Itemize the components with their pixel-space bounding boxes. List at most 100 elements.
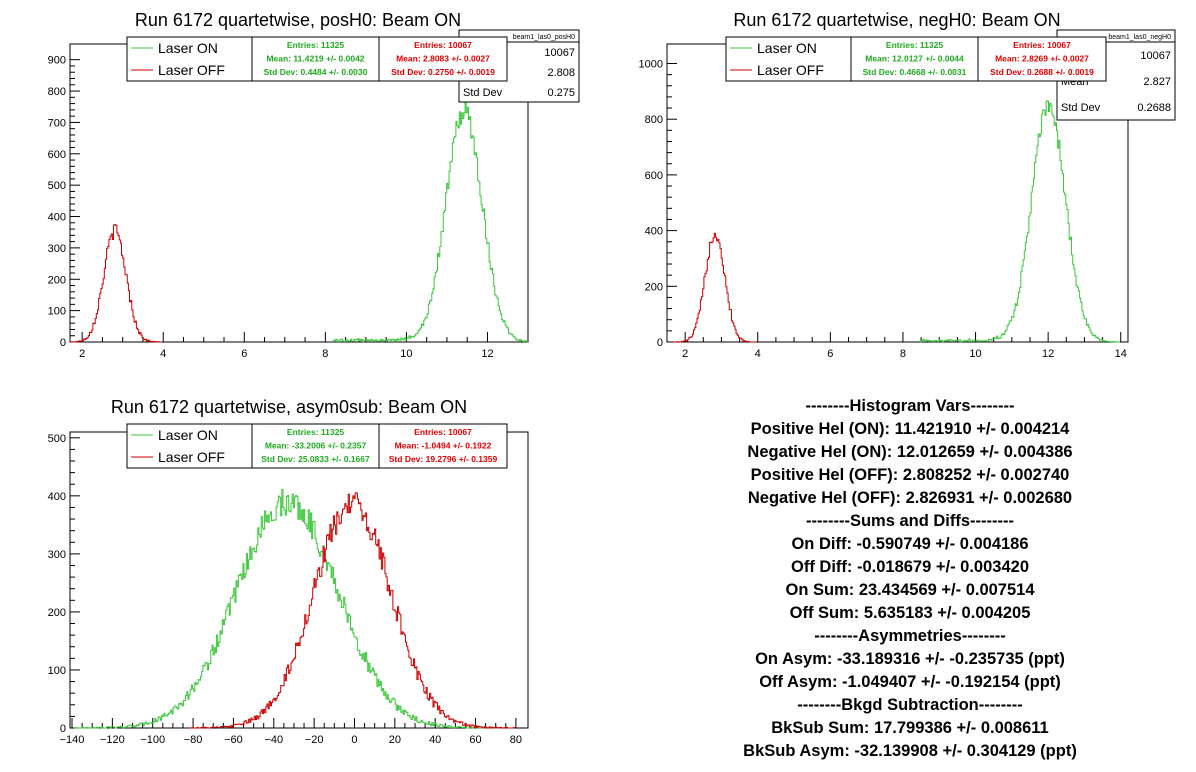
legend-stat-laser-off: Entries: 10067 [414,40,472,50]
series-laser-off [69,224,162,343]
legend-frame [126,36,508,82]
chart-title: Run 6172 quartetwise, negH0: Beam ON [733,10,1060,30]
x-tick-label: −40 [264,734,283,746]
legend-frame [126,423,508,469]
y-tick-label: 0 [657,337,663,349]
x-tick-label: 80 [510,734,522,746]
summary-panel: --------Histogram Vars-------- Positive … [640,395,1180,763]
legend-stat-laser-off: Std Dev: 0.2688 +/- 0.0019 [990,67,1094,77]
stats-box-value: 2.808 [547,67,575,79]
y-tick-label: 1000 [639,58,663,70]
x-tick-label: −60 [224,734,243,746]
y-tick-label: 500 [48,180,66,192]
legend-label-laser-off: Laser OFF [158,62,225,78]
legend: Laser ON Laser OFF Entries: 11325 Mean: -33… [126,423,508,469]
legend-stat-laser-off: Mean: 2.8269 +/- 0.0027 [995,54,1089,64]
y-tick-label: 600 [645,170,663,182]
summary-line: Positive Hel (ON): 11.421910 +/- 0.00421… [750,420,1070,438]
summary-line: Positive Hel (OFF): 2.808252 +/- 0.00274… [750,466,1070,484]
y-tick-label: 900 [48,55,66,67]
x-tick-label: 2 [682,348,688,360]
stats-box-name: beam1_las0_posH0 [513,34,575,41]
summary-line: Negative Hel (ON): 12.012659 +/- 0.00438… [747,443,1073,461]
y-tick-label: 300 [48,243,66,255]
y-tick-label: 200 [48,607,66,619]
x-tick-label: −140 [60,734,85,746]
stats-box-key: Std Dev [463,87,503,99]
y-tick-label: 0 [60,337,66,349]
legend-stat-laser-on: Std Dev: 25.0833 +/- 0.1667 [261,454,370,464]
summary-line: Off Diff: -0.018679 +/- 0.003420 [791,558,1029,576]
chart-panel: Run 6172 quartetwise, asym0sub: Beam ON 0… [48,397,529,746]
legend-stat-laser-off: Entries: 10067 [1013,40,1071,50]
summary-line: BkSub Asym: -32.139908 +/- 0.304129 (ppt… [743,742,1077,760]
y-tick-label: 300 [48,549,66,561]
summary-line: Negative Hel (OFF): 2.826931 +/- 0.00268… [747,489,1073,507]
chart-panel: Run 6172 quartetwise, posH0: Beam ON0100… [48,10,580,360]
summary-line: --------Sums and Diffs-------- [805,512,1014,530]
x-tick-label: 4 [755,348,761,360]
stats-box-value: 0.275 [547,87,575,99]
x-tick-label: 6 [241,348,247,360]
legend-label-laser-off: Laser OFF [757,62,824,78]
x-tick-label: 0 [351,734,357,746]
legend-label-laser-on: Laser ON [158,427,218,443]
x-tick-label: 10 [400,348,412,360]
x-tick-label: 12 [481,348,493,360]
legend-stat-laser-off: Mean: -1.0494 +/- 0.1922 [395,441,492,451]
y-tick-label: 200 [48,274,66,286]
summary-line: Off Sum: 5.635183 +/- 0.004205 [789,604,1031,622]
summary-line: Off Asym: -1.049407 +/- -0.192154 (ppt) [759,673,1061,691]
legend-stat-laser-off: Std Dev: 0.2750 +/- 0.0019 [391,67,495,77]
y-tick-label: 400 [48,491,66,503]
legend-stat-laser-on: Std Dev: 0.4668 +/- 0.0031 [863,67,967,77]
series-laser-on [332,102,528,343]
legend-stat-laser-on: Entries: 11325 [287,40,344,50]
x-tick-label: 14 [1115,348,1127,360]
y-tick-label: 800 [48,86,66,98]
legend-stat-laser-on: Entries: 11325 [886,40,943,50]
legend: Laser ON Laser OFF Entries: 11325 Mean: 12.… [725,36,1107,82]
y-tick-label: 800 [645,114,663,126]
x-tick-label: 40 [429,734,441,746]
legend-stat-laser-on: Std Dev: 0.4484 +/- 0.0030 [264,67,368,77]
x-tick-label: 8 [322,348,328,360]
series-laser-on [74,489,501,729]
legend-stat-laser-on: Mean: 11.4219 +/- 0.0042 [266,54,364,64]
chart-title: Run 6172 quartetwise, asym0sub: Beam ON [111,397,467,417]
series-laser-off [189,492,516,729]
stats-box-name: beam1_las0_negH0 [1108,34,1171,41]
legend-stat-laser-on: Entries: 11325 [287,427,344,437]
legend-stat-laser-off: Entries: 10067 [414,427,472,437]
series-laser-off [673,232,756,343]
chart-title: Run 6172 quartetwise, posH0: Beam ON [135,10,461,30]
x-tick-label: −100 [140,734,165,746]
legend-stat-laser-on: Mean: 12.0127 +/- 0.0044 [865,54,964,64]
legend-label-laser-on: Laser ON [757,40,817,56]
x-tick-label: 12 [1042,348,1054,360]
y-tick-label: 700 [48,117,66,129]
stats-box-key: Std Dev [1061,102,1101,114]
plot-frame [69,431,529,729]
summary-line: --------Bkgd Subtraction-------- [797,696,1023,714]
stats-box-value: 2.827 [1143,76,1171,88]
x-tick-label: −120 [100,734,125,746]
legend: Laser ON Laser OFF Entries: 11325 Mean: 11.… [126,36,508,82]
stats-box-value: 0.2688 [1137,102,1171,114]
x-tick-label: −20 [305,734,324,746]
x-tick-label: 60 [469,734,481,746]
summary-line: --------Asymmetries-------- [814,627,1006,645]
x-tick-label: 4 [160,348,166,360]
summary-line: --------Histogram Vars-------- [805,397,1015,415]
summary-line: On Asym: -33.189316 +/- -0.235735 (ppt) [755,650,1065,668]
y-tick-label: 100 [48,665,66,677]
y-tick-label: 0 [60,723,66,735]
y-tick-label: 100 [48,306,66,318]
x-tick-label: 20 [389,734,401,746]
stats-box-value: 10067 [1140,50,1171,62]
y-tick-label: 500 [48,433,66,445]
stats-box-value: 10067 [544,47,575,59]
legend-label-laser-on: Laser ON [158,40,218,56]
legend-label-laser-off: Laser OFF [158,449,225,465]
